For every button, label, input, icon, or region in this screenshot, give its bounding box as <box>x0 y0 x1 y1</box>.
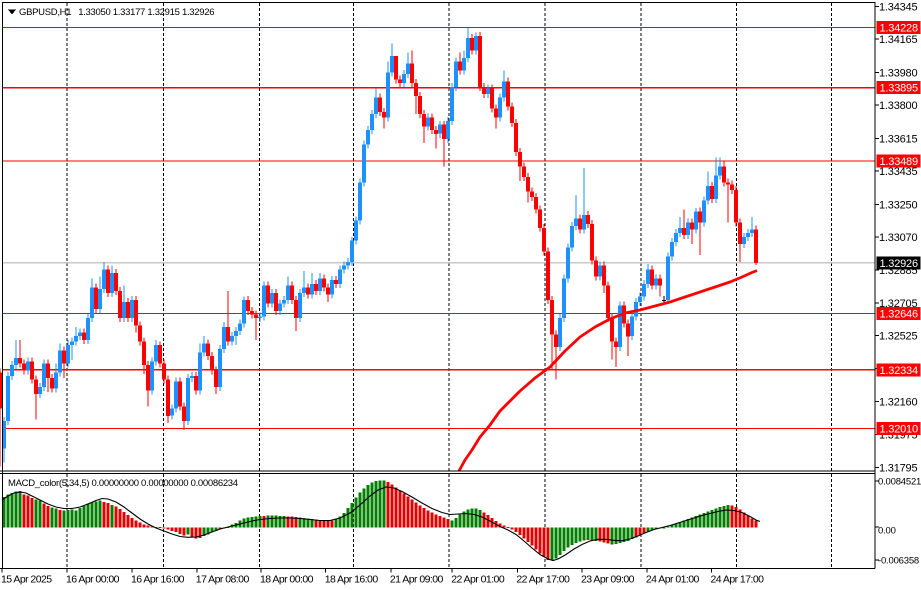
svg-text:24 Apr 17:00: 24 Apr 17:00 <box>711 574 765 586</box>
svg-text:17 Apr 08:00: 17 Apr 08:00 <box>196 574 250 586</box>
svg-text:23 Apr 09:00: 23 Apr 09:00 <box>581 574 635 586</box>
svg-text:1.33070: 1.33070 <box>879 232 917 244</box>
svg-text:0.00: 0.00 <box>878 525 896 536</box>
svg-text:0.0084521: 0.0084521 <box>878 476 921 487</box>
svg-text:16 Apr 00:00: 16 Apr 00:00 <box>66 574 120 586</box>
svg-text:1.32010: 1.32010 <box>880 423 918 435</box>
svg-text:1.34345: 1.34345 <box>879 1 917 13</box>
svg-text:1.32646: 1.32646 <box>880 308 918 320</box>
svg-text:1.34165: 1.34165 <box>879 34 917 46</box>
svg-text:24 Apr 01:00: 24 Apr 01:00 <box>646 574 700 586</box>
svg-text:-0.006358: -0.006358 <box>878 556 919 567</box>
svg-text:1.32334: 1.32334 <box>880 365 918 377</box>
svg-text:GBPUSD,H1 1.33050 1.33177 1.: GBPUSD,H1 1.33050 1.33177 1.32915 1.3292… <box>19 7 214 18</box>
svg-text:1.32160: 1.32160 <box>879 396 917 408</box>
svg-text:1.32525: 1.32525 <box>879 330 917 342</box>
svg-text:1.32926: 1.32926 <box>880 258 918 270</box>
svg-text:18 Apr 00:00: 18 Apr 00:00 <box>260 574 314 586</box>
svg-text:1.31795: 1.31795 <box>879 462 917 474</box>
svg-text:15 Apr 2025: 15 Apr 2025 <box>1 574 52 586</box>
svg-text:1.33250: 1.33250 <box>879 199 917 211</box>
svg-text:1.32705: 1.32705 <box>879 298 917 310</box>
svg-text:22 Apr 01:00: 22 Apr 01:00 <box>451 574 505 586</box>
svg-text:1.33800: 1.33800 <box>879 100 917 112</box>
svg-text:1.34228: 1.34228 <box>880 23 918 35</box>
svg-text:21 Apr 09:00: 21 Apr 09:00 <box>390 574 444 586</box>
svg-text:1.33980: 1.33980 <box>879 67 917 79</box>
svg-text:16 Apr 16:00: 16 Apr 16:00 <box>131 574 185 586</box>
svg-text:22 Apr 17:00: 22 Apr 17:00 <box>516 574 570 586</box>
svg-text:MACD_color(5,34,5) 0.00000000: MACD_color(5,34,5) 0.00000000 0.00000000… <box>8 478 238 489</box>
svg-text:1.33615: 1.33615 <box>879 133 917 145</box>
svg-text:1.33489: 1.33489 <box>880 156 918 168</box>
svg-text:1.33435: 1.33435 <box>879 166 917 178</box>
svg-text:18 Apr 16:00: 18 Apr 16:00 <box>325 574 379 586</box>
svg-text:1.33895: 1.33895 <box>880 83 918 95</box>
